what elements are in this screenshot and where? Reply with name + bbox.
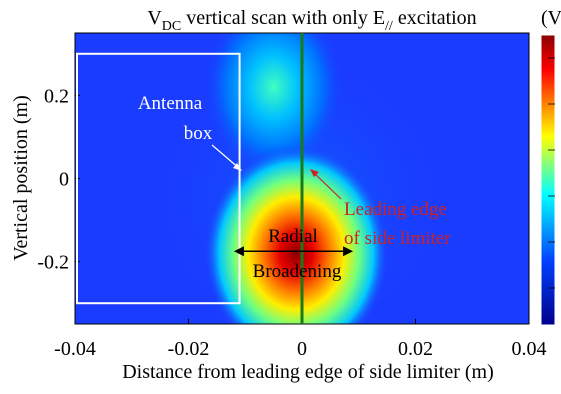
broadening-label-line2: Broadening — [253, 261, 342, 282]
y-axis-title: Vertical position (m) — [10, 95, 32, 261]
x-axis: -0.04 -0.02 0 0.02 0.04 — [54, 319, 547, 360]
colorbar-ticks — [548, 57, 555, 289]
y-tick-label: -0.2 — [37, 252, 69, 274]
leading-edge-pointer-arrow — [312, 171, 342, 200]
leading-edge-label-line1: Leading edge — [344, 199, 447, 220]
leading-edge-label-line2: of side limiter — [344, 228, 451, 249]
main-hotspot — [204, 145, 389, 324]
y-tick-label: 0 — [59, 169, 69, 191]
radial-broadening-arrowhead-right — [343, 246, 354, 257]
antenna-box-label-line1: Antenna — [138, 93, 203, 114]
x-tick-label: 0.04 — [512, 338, 547, 360]
colorbar — [540, 34, 556, 326]
antenna-box-pointer-arrow — [211, 144, 241, 170]
colorbar-unit-label: (V — [541, 7, 561, 29]
broadening-label-line1: Radial — [268, 226, 318, 247]
x-tick-label: 0 — [297, 338, 307, 360]
radial-broadening-arrowhead-left — [233, 246, 244, 257]
x-tick-label: 0.02 — [398, 338, 433, 360]
x-tick-label: -0.02 — [168, 338, 210, 360]
antenna-box-arrowhead — [233, 163, 242, 171]
y-axis: 0.2 0 -0.2 — [37, 85, 80, 274]
x-axis-title: Distance from leading edge of side limit… — [122, 361, 494, 383]
y-tick-label: 0.2 — [44, 85, 69, 107]
antenna-box-outline — [76, 52, 241, 305]
chart-title: VDC vertical scan with only E// excitati… — [147, 7, 476, 34]
antenna-box-label-line2: box — [184, 123, 213, 144]
leading-edge-arrowhead — [310, 169, 319, 177]
x-tick-label: -0.04 — [54, 338, 96, 360]
